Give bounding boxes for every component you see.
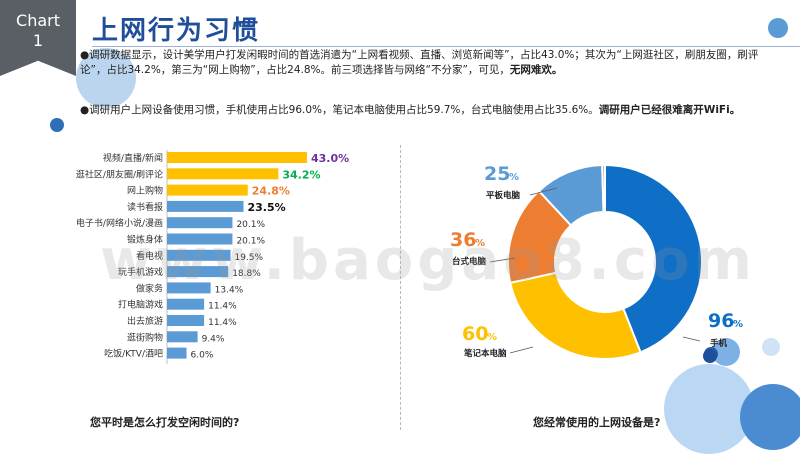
slice-unit: % (475, 238, 485, 249)
category-label: 打电脑游戏 (118, 299, 163, 311)
value-label: 24.8% (252, 185, 290, 198)
value-label: 43.0% (311, 152, 349, 165)
slice-value: 96 (708, 310, 734, 332)
donut-slice (601, 163, 606, 214)
slice-unit: % (733, 319, 743, 330)
decorative-circle (740, 384, 800, 450)
bar (167, 249, 231, 261)
category-label: 玩手机游戏 (118, 266, 163, 278)
value-label: 6.0% (191, 351, 214, 361)
slice-label: 手机 (710, 338, 728, 349)
value-label: 19.5% (234, 253, 263, 263)
value-label: 20.1% (236, 237, 265, 247)
category-label: 吃饭/KTV/酒吧 (104, 348, 163, 360)
category-label: 逛街购物 (127, 331, 163, 343)
donut-chart-caption: 您经常使用的上网设备是? (533, 416, 661, 429)
summary-paragraph-1: ●调研数据显示，设计美学用户打发闲暇时间的首选消遣为“上网看视频、直播、浏览新闻… (80, 48, 780, 78)
decorative-circle (762, 338, 780, 356)
slice-value: 60 (462, 323, 488, 345)
donut-slice (509, 271, 642, 360)
badge-label: Chart (16, 11, 60, 30)
bar (167, 233, 233, 245)
bar (167, 152, 307, 163)
chart-divider (400, 145, 401, 430)
leader-line (509, 346, 534, 354)
decorative-circle (50, 118, 64, 132)
value-label: 13.4% (215, 285, 244, 295)
slice-label: 笔记本电脑 (463, 348, 507, 359)
bullet: ● (80, 104, 90, 116)
bar (167, 266, 229, 278)
category-label: 读书看报 (127, 201, 163, 213)
value-label: 18.8% (232, 269, 261, 279)
category-label: 做家务 (136, 282, 163, 294)
summary-paragraph-2: ●调研用户上网设备使用习惯，手机使用占比96.0%，笔记本电脑使用占比59.7%… (80, 103, 780, 118)
bar-chart-caption: 您平时是怎么打发空闲时间的? (90, 416, 240, 429)
category-label: 看电视 (136, 250, 163, 262)
leisure-bar-chart: 视频/直播/新闻 43.0% 逛社区/朋友圈/刷评论 34.2% 网上购物 24.8% 读书… (76, 150, 349, 364)
watermark-text: www.baogao8.com (100, 228, 756, 293)
decorative-dot (703, 349, 717, 363)
value-label: 20.1% (236, 220, 265, 230)
category-label: 出去旅游 (127, 315, 163, 327)
slice-label: 平板电脑 (486, 190, 521, 201)
bullet: ● (80, 49, 90, 61)
slice-value: 25 (484, 163, 510, 185)
value-label: 11.4% (208, 302, 237, 312)
slice-value: 36 (450, 229, 476, 251)
value-label: 11.4% (208, 318, 237, 328)
bar (167, 184, 248, 196)
category-label: 锻炼身体 (127, 234, 163, 246)
bar (167, 298, 205, 310)
category-label: 视频/直播/新闻 (103, 152, 163, 164)
title-underline (92, 46, 800, 47)
paragraph-emphasis: 调研用户已经很难离开WiFi。 (598, 104, 741, 116)
slice-unit: % (509, 172, 519, 183)
paragraph-emphasis: 无网难欢。 (509, 64, 563, 76)
category-label: 网上购物 (127, 185, 163, 197)
paragraph-text: 调研数据显示，设计美学用户打发闲暇时间的首选消遣为“上网看视频、直播、浏览新闻等… (80, 49, 759, 76)
donut-slice (604, 163, 703, 354)
value-label: 34.2% (282, 168, 320, 181)
bar (167, 315, 205, 326)
category-label: 电子书/网络小说/漫画 (76, 217, 163, 229)
slice-label: 台式电脑 (452, 256, 487, 267)
bar (167, 347, 187, 359)
bar (167, 200, 244, 212)
value-label: 9.4% (202, 334, 225, 344)
paragraph-text: 调研用户上网设备使用习惯，手机使用占比96.0%，笔记本电脑使用占比59.7%，… (89, 104, 599, 116)
decorative-circle (76, 48, 136, 108)
leader-line (682, 336, 701, 342)
badge-number: 1 (32, 31, 44, 50)
category-label: 逛社区/朋友圈/刷评论 (76, 168, 163, 180)
value-label: 23.5% (248, 201, 286, 214)
bar (167, 282, 211, 294)
leader-line (489, 257, 516, 263)
device-donut-chart: 96% 手机 60% 笔记本电脑 36% 台式电脑 25% 平板电脑 (450, 163, 743, 363)
bar (167, 331, 198, 343)
decorative-circle (768, 18, 788, 38)
leader-line (529, 187, 558, 196)
bar (167, 168, 279, 180)
slice-unit: % (487, 332, 497, 343)
page-title: 上网行为习惯 (92, 16, 261, 46)
bar (167, 217, 233, 229)
decorative-circle (664, 364, 754, 454)
